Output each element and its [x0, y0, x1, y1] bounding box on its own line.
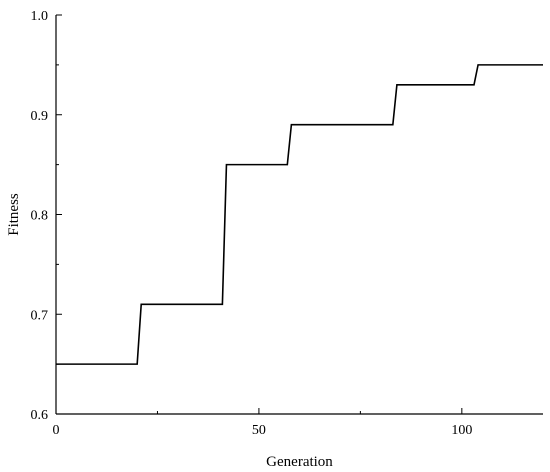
x-tick-label: 100: [451, 423, 472, 438]
axes: [55, 15, 543, 415]
y-tick-label: 0.9: [31, 109, 49, 124]
y-tick-label: 0.7: [31, 308, 49, 323]
y-axis-label: Fitness: [6, 193, 22, 236]
y-tick-label: 0.8: [31, 209, 49, 224]
x-tick-label: 0: [53, 423, 60, 438]
series-line-0: [56, 64, 543, 365]
y-tick-label: 0.6: [31, 408, 49, 423]
ticks: [55, 14, 463, 415]
x-axis-label: Generation: [266, 454, 333, 470]
x-tick-label: 50: [252, 423, 266, 438]
y-tick-label: 1.0: [31, 9, 49, 24]
series: [56, 64, 543, 365]
tick-labels: 0 50 100 0.6 0.7 0.8 0.9 1.0: [31, 9, 473, 438]
